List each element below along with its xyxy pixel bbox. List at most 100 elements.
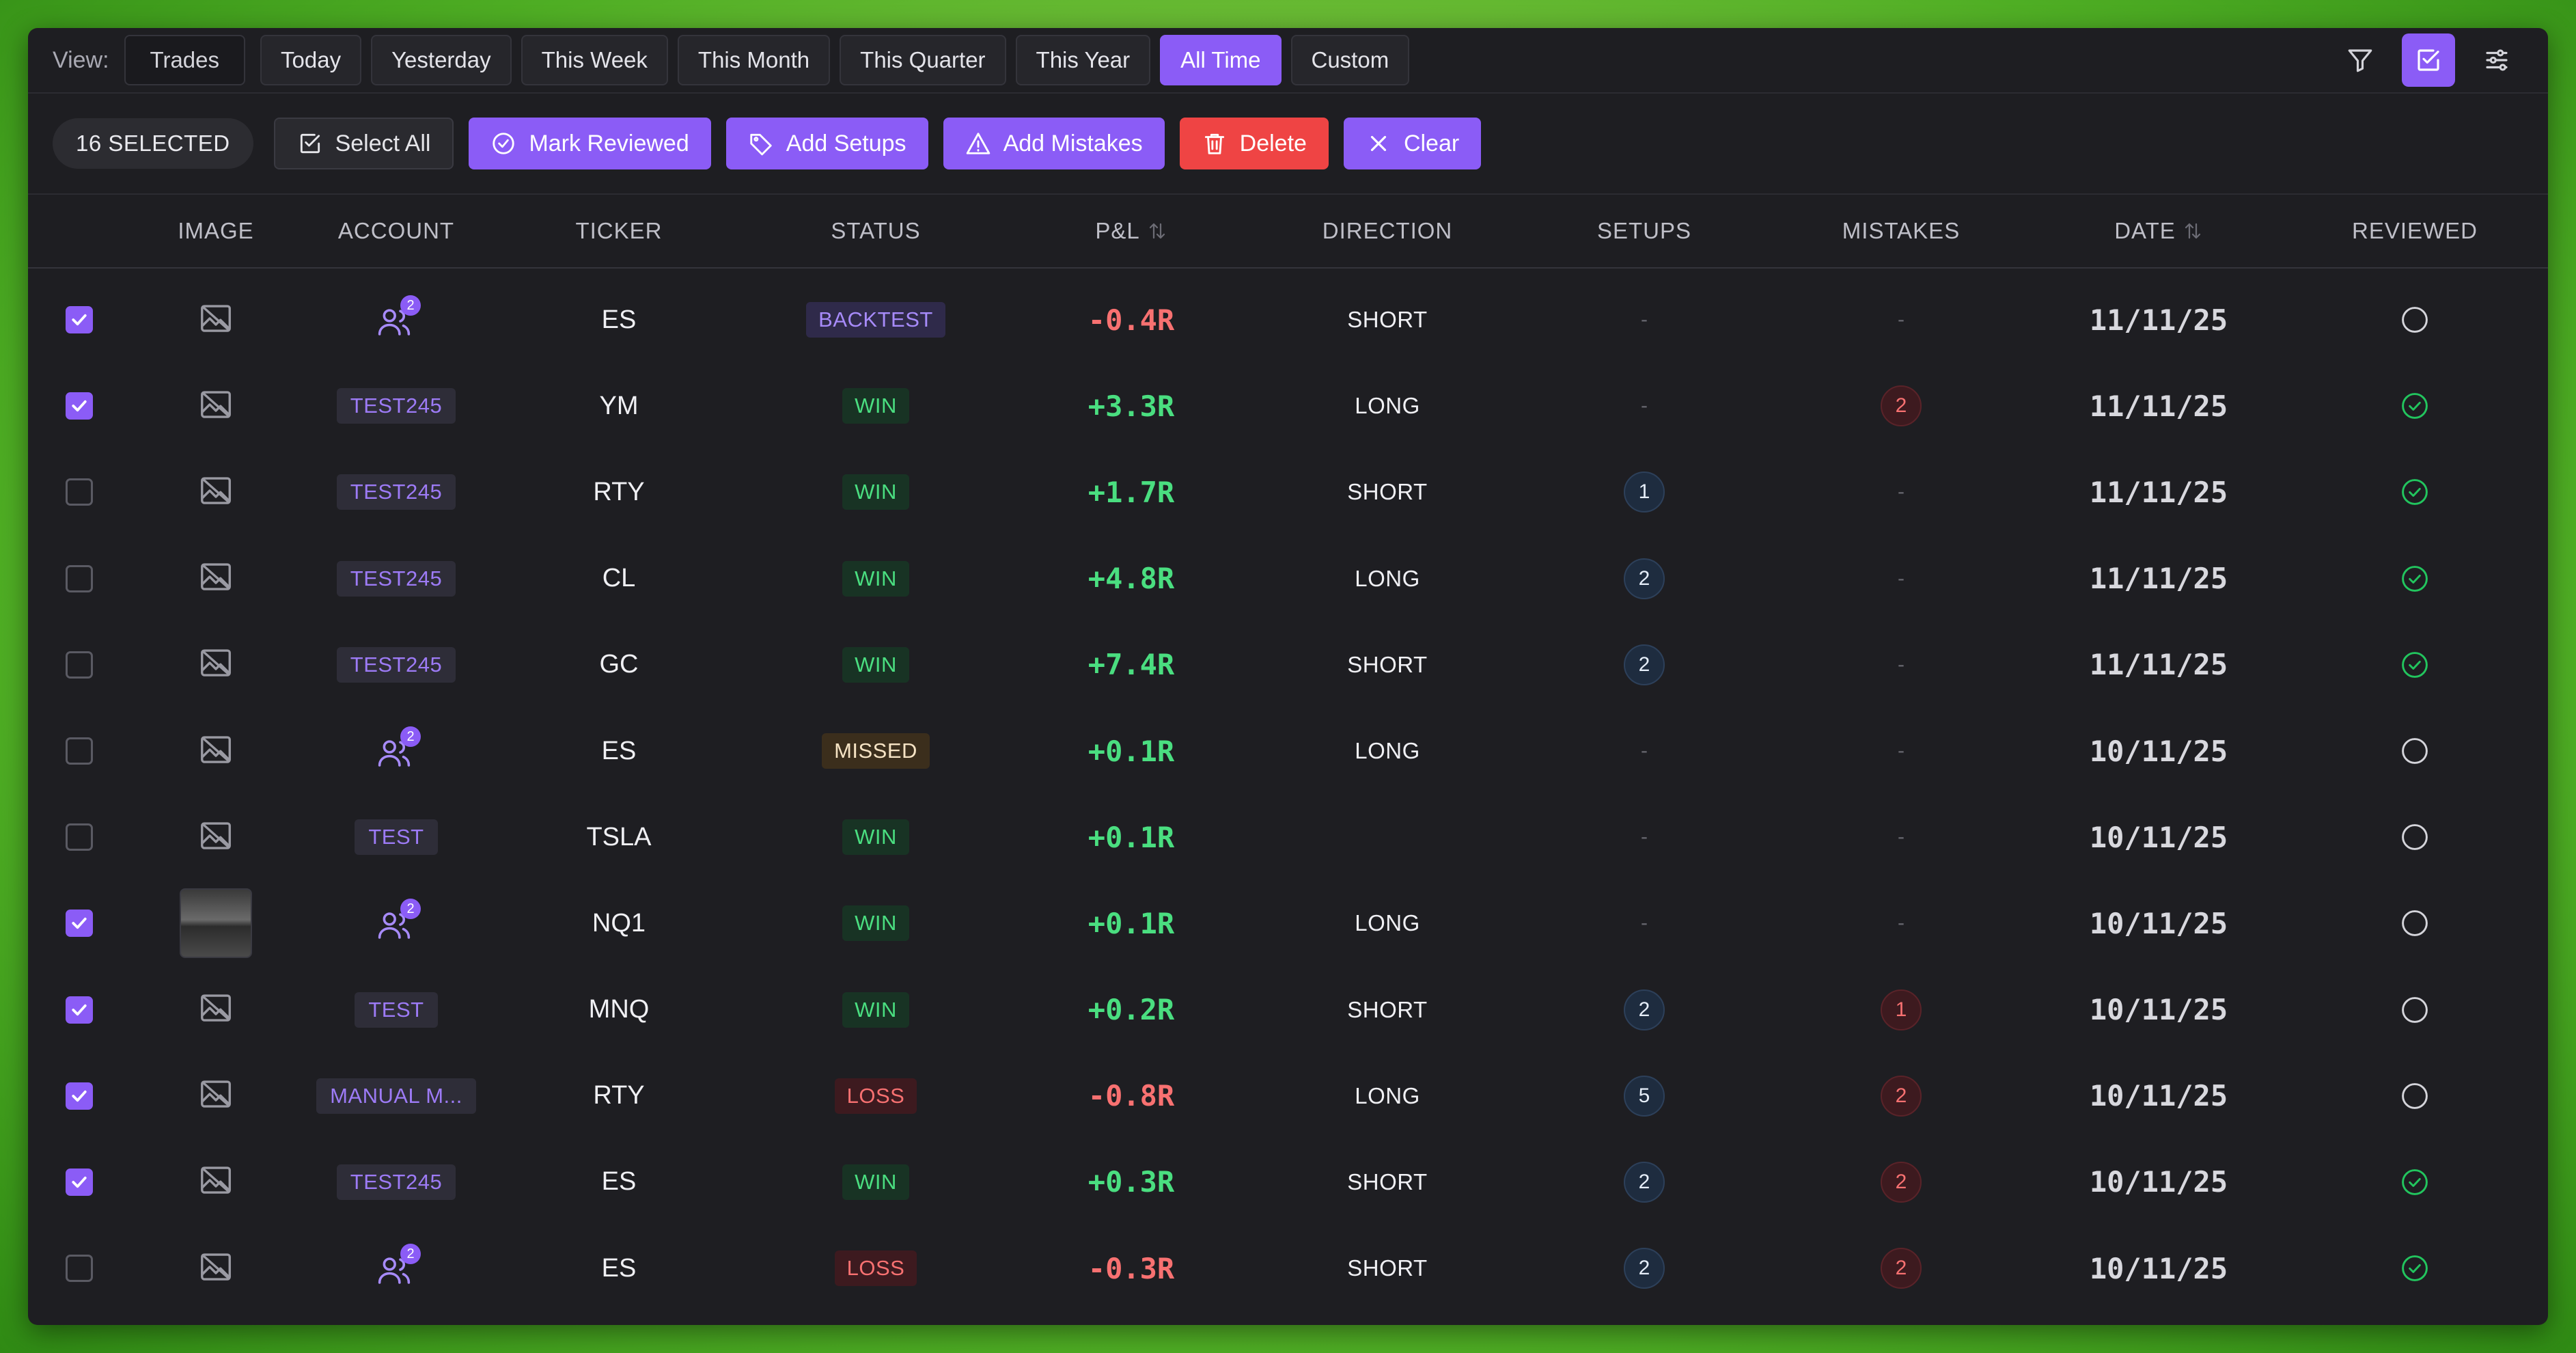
mistakes-count-pill[interactable]: 2 bbox=[1881, 1161, 1922, 1203]
image-placeholder[interactable] bbox=[197, 989, 234, 1030]
column-header-image[interactable]: IMAGE bbox=[178, 218, 254, 243]
range-button-this-week[interactable]: This Week bbox=[521, 35, 668, 85]
account-badge[interactable]: TEST245 bbox=[336, 646, 456, 683]
reviewed-cell[interactable] bbox=[2286, 391, 2543, 421]
reviewed-cell[interactable] bbox=[2286, 1253, 2543, 1283]
table-row[interactable]: TEST245 YM WIN +3.3R LONG - 2 11/11/25 bbox=[28, 363, 2548, 449]
table-row[interactable]: TEST245 GC WIN +7.4R SHORT 2 - 11/11/25 bbox=[28, 622, 2548, 708]
select-mode-button[interactable] bbox=[2402, 33, 2455, 87]
setups-count-pill[interactable]: 2 bbox=[1624, 1161, 1665, 1203]
row-checkbox[interactable] bbox=[66, 651, 93, 679]
account-badge[interactable]: MANUAL M... bbox=[316, 1078, 476, 1114]
column-header-pnl[interactable]: P&L bbox=[1005, 218, 1258, 244]
setups-count-pill[interactable]: 5 bbox=[1624, 1075, 1665, 1117]
filter-button[interactable] bbox=[2333, 33, 2387, 87]
mistakes-count-pill[interactable]: 2 bbox=[1881, 385, 1922, 427]
select-all-button[interactable]: Select All bbox=[273, 118, 454, 169]
account-badge[interactable]: TEST bbox=[355, 992, 438, 1028]
image-placeholder[interactable] bbox=[197, 472, 234, 512]
row-checkbox[interactable] bbox=[66, 996, 93, 1024]
reviewed-cell[interactable] bbox=[2286, 477, 2543, 507]
setups-count-pill[interactable]: 2 bbox=[1624, 1248, 1665, 1289]
range-button-all-time[interactable]: All Time bbox=[1160, 35, 1282, 85]
column-header-account[interactable]: ACCOUNT bbox=[337, 218, 455, 243]
table-row[interactable]: TEST245 RTY WIN +1.7R SHORT 1 - 11/11/25 bbox=[28, 449, 2548, 535]
range-button-today[interactable]: Today bbox=[260, 35, 362, 85]
add-setups-button[interactable]: Add Setups bbox=[725, 118, 928, 169]
multi-account-indicator[interactable]: 2 bbox=[376, 726, 421, 770]
account-badge[interactable]: TEST bbox=[355, 819, 438, 856]
reviewed-cell[interactable] bbox=[2286, 736, 2543, 766]
table-row[interactable]: 2 NQ1 WIN +0.1R LONG - - 10/11/25 bbox=[28, 880, 2548, 966]
table-row[interactable]: 2 ES BACKTEST -0.4R SHORT - - 11/11/25 bbox=[28, 277, 2548, 363]
reviewed-cell[interactable] bbox=[2286, 1167, 2543, 1197]
row-checkbox[interactable] bbox=[66, 1082, 93, 1110]
image-placeholder[interactable] bbox=[197, 386, 234, 426]
column-header-status[interactable]: STATUS bbox=[831, 218, 921, 243]
column-header-ticker[interactable]: TICKER bbox=[575, 218, 663, 243]
mistakes-count-pill[interactable]: 1 bbox=[1881, 989, 1922, 1030]
multi-account-indicator[interactable]: 2 bbox=[376, 295, 421, 339]
column-header-direction[interactable]: DIRECTION bbox=[1322, 218, 1453, 243]
row-checkbox[interactable] bbox=[66, 392, 93, 420]
row-checkbox[interactable] bbox=[66, 1255, 93, 1283]
range-button-yesterday[interactable]: Yesterday bbox=[371, 35, 512, 85]
mark-reviewed-button[interactable]: Mark Reviewed bbox=[469, 118, 711, 169]
table-row[interactable]: TEST MNQ WIN +0.2R SHORT 2 1 10/11/25 bbox=[28, 967, 2548, 1053]
add-mistakes-button[interactable]: Add Mistakes bbox=[943, 118, 1165, 169]
column-header-setups[interactable]: SETUPS bbox=[1596, 218, 1692, 243]
range-button-this-year[interactable]: This Year bbox=[1015, 35, 1151, 85]
table-row[interactable]: 2 ES LOSS -0.3R SHORT 2 2 10/11/25 bbox=[28, 1225, 2548, 1311]
account-badge[interactable]: TEST245 bbox=[336, 388, 456, 424]
image-placeholder[interactable] bbox=[197, 817, 234, 858]
image-placeholder[interactable] bbox=[197, 644, 234, 685]
account-badge[interactable]: TEST245 bbox=[336, 560, 456, 597]
setups-count-pill[interactable]: 2 bbox=[1624, 644, 1665, 685]
image-placeholder[interactable] bbox=[197, 731, 234, 771]
range-button-this-quarter[interactable]: This Quarter bbox=[840, 35, 1006, 85]
reviewed-cell[interactable] bbox=[2286, 822, 2543, 852]
column-header-reviewed[interactable]: REVIEWED bbox=[2351, 218, 2478, 243]
table-row[interactable]: TEST245 CL WIN +4.8R LONG 2 - 11/11/25 bbox=[28, 536, 2548, 622]
image-placeholder[interactable] bbox=[197, 558, 234, 599]
table-row[interactable]: 2 ES MISSED +0.1R LONG - - 10/11/25 bbox=[28, 708, 2548, 794]
mistakes-count-pill[interactable]: 2 bbox=[1881, 1075, 1922, 1117]
table-row[interactable]: MANUAL M... RTY LOSS -0.8R LONG 5 2 10/1… bbox=[28, 1053, 2548, 1139]
reviewed-cell[interactable] bbox=[2286, 564, 2543, 594]
view-select[interactable]: Trades bbox=[124, 35, 246, 85]
image-placeholder[interactable] bbox=[197, 1248, 234, 1289]
range-button-this-month[interactable]: This Month bbox=[677, 35, 831, 85]
reviewed-cell[interactable] bbox=[2286, 1081, 2543, 1111]
mistakes-count-pill[interactable]: 2 bbox=[1881, 1248, 1922, 1289]
trade-screenshot-thumbnail[interactable] bbox=[180, 888, 252, 959]
column-header-date[interactable]: DATE bbox=[2031, 218, 2286, 244]
clear-button[interactable]: Clear bbox=[1343, 118, 1482, 169]
row-checkbox[interactable] bbox=[66, 478, 93, 506]
range-button-custom[interactable]: Custom bbox=[1290, 35, 1410, 85]
setups-count-pill[interactable]: 2 bbox=[1624, 558, 1665, 599]
account-badge[interactable]: TEST245 bbox=[336, 474, 456, 510]
setups-count-pill[interactable]: 2 bbox=[1624, 989, 1665, 1030]
row-checkbox[interactable] bbox=[66, 564, 93, 592]
image-placeholder[interactable] bbox=[197, 1076, 234, 1116]
multi-account-indicator[interactable]: 2 bbox=[376, 899, 421, 942]
row-checkbox[interactable] bbox=[66, 823, 93, 851]
image-placeholder[interactable] bbox=[197, 1162, 234, 1202]
account-badge[interactable]: TEST245 bbox=[336, 1164, 456, 1200]
table-row[interactable]: TEST245 ES WIN +0.3R SHORT 2 2 10/11/25 bbox=[28, 1139, 2548, 1225]
delete-button[interactable]: Delete bbox=[1179, 118, 1329, 169]
reviewed-cell[interactable] bbox=[2286, 908, 2543, 938]
row-checkbox[interactable] bbox=[66, 1168, 93, 1196]
multi-account-indicator[interactable]: 2 bbox=[376, 1244, 421, 1287]
row-checkbox[interactable] bbox=[66, 306, 93, 334]
reviewed-cell[interactable] bbox=[2286, 995, 2543, 1025]
reviewed-cell[interactable] bbox=[2286, 305, 2543, 335]
row-checkbox[interactable] bbox=[66, 737, 93, 765]
reviewed-cell[interactable] bbox=[2286, 650, 2543, 680]
row-checkbox[interactable] bbox=[66, 910, 93, 938]
setups-count-pill[interactable]: 1 bbox=[1624, 472, 1665, 513]
image-placeholder[interactable] bbox=[197, 300, 234, 340]
table-row[interactable]: TEST TSLA WIN +0.1R - - 10/11/25 bbox=[28, 794, 2548, 880]
column-header-mistakes[interactable]: MISTAKES bbox=[1842, 218, 1961, 243]
settings-button[interactable] bbox=[2470, 33, 2523, 87]
